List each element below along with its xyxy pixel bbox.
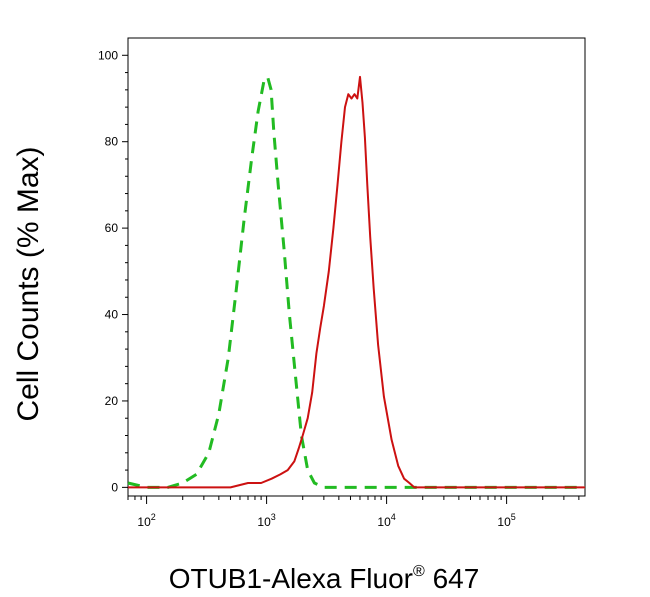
x-axis: 102 103 104 105 — [127, 496, 580, 529]
x-axis-label-sup: ® — [413, 563, 425, 580]
y-tick-label: 60 — [105, 221, 119, 235]
series-layer — [127, 75, 585, 489]
x-tick-label: 103 — [257, 512, 275, 529]
plot-area — [127, 37, 586, 497]
x-tick-label: 104 — [377, 512, 395, 529]
otub1-sample-curve — [128, 75, 585, 489]
y-tick-label: 0 — [111, 480, 118, 494]
y-tick-label: 40 — [105, 308, 119, 322]
x-tick-exponent: 2 — [151, 512, 156, 522]
y-tick-label: 100 — [98, 48, 118, 62]
x-tick-base: 10 — [137, 515, 151, 529]
x-tick-base: 10 — [497, 515, 511, 529]
x-tick-base: 10 — [377, 515, 391, 529]
x-tick-label: 102 — [137, 512, 155, 529]
x-axis-label: OTUB1-Alexa Fluor® 647 — [169, 563, 480, 594]
y-tick-label: 80 — [105, 135, 119, 149]
x-tick-base: 10 — [257, 515, 271, 529]
x-tick-exponent: 5 — [511, 512, 516, 522]
x-axis-label-tail: 647 — [425, 563, 480, 594]
y-axis-label: Cell Counts (% Max) — [12, 146, 45, 421]
x-axis-label-main: OTUB1-Alexa Fluor — [169, 563, 413, 594]
x-tick-label: 105 — [497, 512, 515, 529]
x-tick-exponent: 4 — [391, 512, 396, 522]
x-tick-exponent: 3 — [271, 512, 276, 522]
y-axis: 0 20 40 60 80 100 — [98, 48, 128, 494]
y-tick-label: 20 — [105, 394, 119, 408]
